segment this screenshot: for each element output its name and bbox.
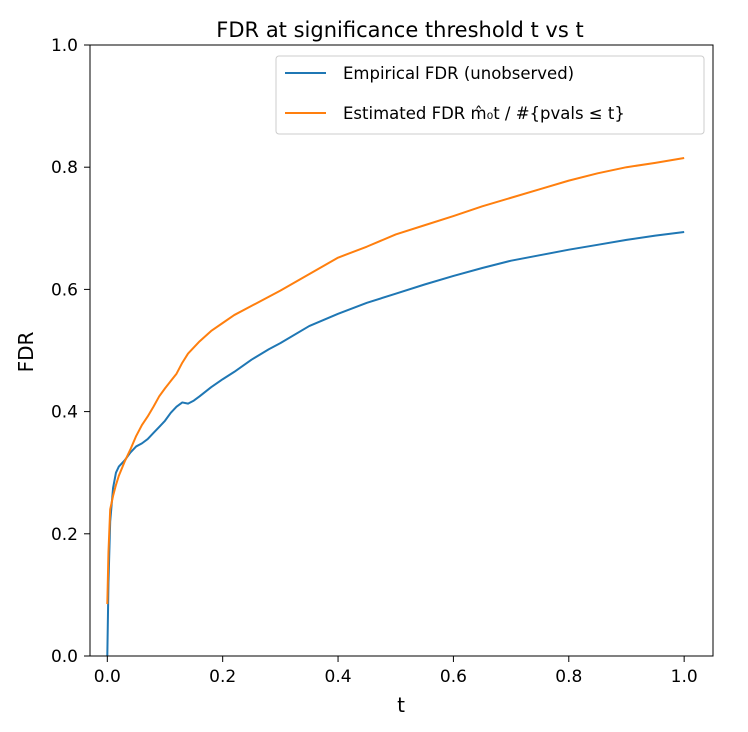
y-axis-label: FDR <box>14 332 38 373</box>
y-axis-ticks: 0.0 0.2 0.4 0.6 0.8 1.0 <box>51 36 90 667</box>
x-tick-label: 1.0 <box>671 667 698 687</box>
legend-box <box>275 55 705 135</box>
x-tick-label: 0.4 <box>325 667 352 687</box>
x-tick-label: 0.8 <box>555 667 582 687</box>
x-tick-label: 0.2 <box>209 667 236 687</box>
plot-lines <box>106 157 685 657</box>
x-axis-label: t <box>397 693 405 717</box>
y-tick-label: 0.0 <box>51 647 78 667</box>
chart-title: FDR at significance threshold t vs t <box>216 18 583 42</box>
y-tick-label: 1.0 <box>51 36 78 56</box>
series-line-estimated <box>106 157 685 605</box>
x-tick-label: 0.6 <box>440 667 467 687</box>
legend-label-empirical: Empirical FDR (unobserved) <box>343 64 574 83</box>
x-tick-label: 0.0 <box>94 667 121 687</box>
y-tick-label: 0.8 <box>51 158 78 178</box>
series-line-empirical <box>106 230 685 657</box>
legend: Empirical FDR (unobserved) Estimated FDR… <box>275 55 705 135</box>
x-axis-ticks: 0.0 0.2 0.4 0.6 0.8 1.0 <box>94 656 698 687</box>
y-tick-label: 0.4 <box>51 403 78 423</box>
y-tick-label: 0.6 <box>51 280 78 300</box>
plot-frame <box>89 44 714 657</box>
y-tick-label: 0.2 <box>51 525 78 545</box>
legend-label-estimated: Estimated FDR m̂₀t / #{pvals ≤ t} <box>343 104 625 123</box>
